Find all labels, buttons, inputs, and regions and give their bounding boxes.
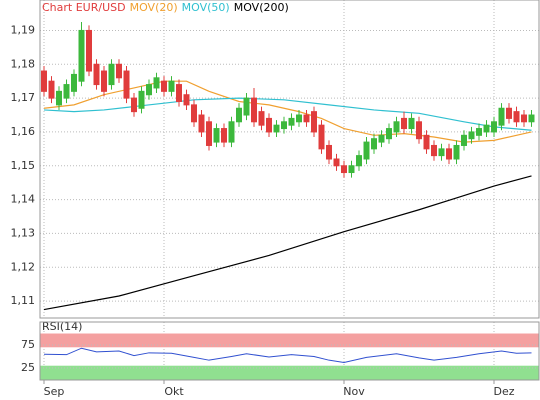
candle-body: [423, 134, 430, 150]
candle-body: [116, 63, 122, 79]
candle-body: [78, 29, 85, 82]
candle-body: [408, 117, 415, 130]
candle-body: [131, 97, 137, 113]
candle-body: [513, 111, 520, 123]
candle-body: [371, 138, 377, 150]
candle-body: [273, 124, 280, 133]
candle-body: [296, 114, 302, 123]
candle-body: [71, 73, 77, 92]
y-tick-label: 1,14: [11, 193, 36, 206]
candle-body: [281, 121, 287, 130]
candle-body: [191, 104, 197, 123]
candle-body: [93, 63, 100, 86]
y-tick-label: 1,18: [11, 57, 36, 70]
candle-body: [416, 121, 422, 140]
y-tick-label: 1,19: [11, 23, 36, 36]
candle-body: [176, 84, 182, 102]
candle-body: [48, 80, 55, 99]
candle-body: [183, 94, 190, 106]
candle-body: [41, 70, 47, 92]
candle-body: [206, 121, 212, 146]
candle-body: [236, 107, 242, 123]
y-tick-label: 1,16: [11, 125, 36, 138]
candle-body: [333, 158, 340, 167]
y-tick-label: 1,11: [11, 294, 36, 307]
candle-body: [243, 97, 250, 116]
candle-body: [453, 144, 460, 160]
candle-body: [521, 114, 527, 123]
candle-body: [266, 117, 272, 133]
candle-body: [213, 128, 220, 143]
candle-body: [101, 70, 107, 92]
x-tick-label: Nov: [343, 385, 365, 398]
candle-body: [251, 97, 257, 123]
candle-body: [498, 107, 505, 126]
y-tick-label: 25: [21, 361, 35, 374]
candle-body: [318, 124, 325, 150]
candle-body: [363, 141, 370, 160]
candle-body: [528, 114, 535, 123]
candle-body: [491, 121, 497, 133]
candle-body: [341, 165, 347, 174]
chart-title: Chart EUR/USD: [42, 1, 126, 14]
x-tick-label: Dez: [493, 385, 514, 398]
candle-body: [221, 128, 227, 143]
candle-body: [483, 124, 490, 133]
moving-average-line: [43, 97, 532, 131]
candle-body: [378, 134, 385, 143]
candle-body: [258, 111, 265, 126]
candle-body: [356, 155, 362, 167]
candle-body: [288, 117, 295, 126]
candle-body: [468, 131, 475, 140]
candle-body: [393, 121, 400, 133]
candle-body: [63, 84, 70, 99]
candle-body: [461, 134, 467, 146]
legend-entry: MOV(50): [182, 1, 230, 14]
candle-body: [506, 107, 512, 119]
candle-body: [476, 128, 482, 136]
candle-body: [123, 70, 130, 99]
rsi-line: [43, 347, 532, 363]
candle-body: [438, 148, 445, 157]
main-frame: [39, 0, 540, 319]
candle-body: [401, 117, 407, 130]
candle-body: [303, 114, 310, 123]
rsi-title: RSI(14): [42, 320, 82, 333]
candle-body: [431, 144, 437, 157]
legend-entry: MOV(20): [130, 1, 178, 14]
candle-body: [146, 84, 152, 96]
candle-body: [228, 121, 235, 143]
main-panel: [39, 0, 540, 319]
candle-body: [86, 29, 92, 72]
x-tick-label: Okt: [164, 385, 184, 398]
zone: [40, 333, 539, 348]
rsi-frame: [39, 321, 540, 381]
candle-body: [446, 148, 452, 160]
candle-body: [311, 111, 317, 133]
candle-body: [138, 90, 145, 109]
candle-body: [386, 128, 392, 140]
candle-body: [161, 80, 167, 92]
y-tick-label: 1,12: [11, 260, 36, 273]
y-tick-label: 1,15: [11, 159, 36, 172]
y-tick-label: 1,17: [11, 91, 36, 104]
candle-body: [348, 165, 355, 174]
y-tick-label: 1,13: [11, 226, 36, 239]
candle-body: [108, 63, 115, 86]
candle-body: [326, 144, 332, 160]
zone: [40, 365, 539, 380]
y-tick-label: 75: [21, 338, 35, 351]
candle-body: [153, 77, 160, 89]
x-tick-label: Sep: [44, 385, 65, 398]
candle-body: [198, 114, 205, 133]
candle-body: [56, 90, 62, 106]
candle-body: [168, 80, 175, 92]
moving-average-line: [43, 175, 532, 311]
legend-entry: MOV(200): [234, 1, 289, 14]
